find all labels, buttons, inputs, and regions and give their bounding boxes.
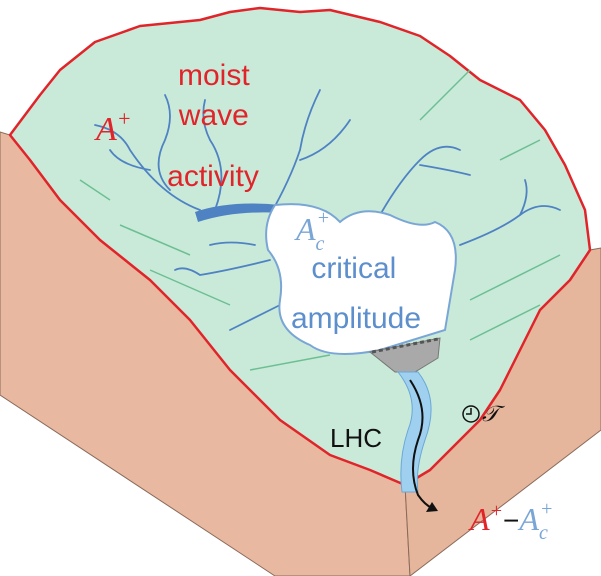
- label-part: +: [540, 498, 554, 520]
- label-part: +: [316, 207, 330, 229]
- label-part: moist: [178, 59, 250, 92]
- label-part: critical: [311, 252, 396, 285]
- label-part: +: [490, 500, 504, 522]
- label-part: wave: [178, 99, 249, 132]
- label-part: amplitude: [291, 302, 421, 335]
- lhc-label: LHC: [330, 423, 382, 453]
- label-part: A: [294, 211, 316, 247]
- outflow-label: A+−Ac+: [468, 498, 553, 544]
- label-part: A: [94, 111, 117, 148]
- diagram: A+ moist wave activity Ac+ critical ampl…: [0, 0, 601, 576]
- label-part: activity: [167, 160, 259, 193]
- label-part: A: [468, 501, 490, 537]
- label-part: −: [503, 505, 519, 536]
- moist-wave-activity: moist wave activity: [167, 59, 259, 193]
- label-part: +: [117, 106, 132, 131]
- label-part: A: [517, 501, 539, 537]
- label-part: c: [539, 522, 548, 544]
